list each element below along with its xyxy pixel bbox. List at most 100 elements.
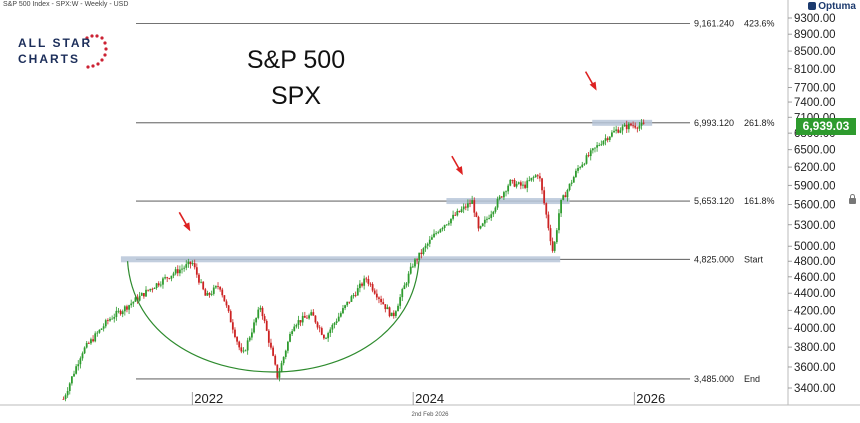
- candle-body: [323, 334, 325, 339]
- candle-body: [443, 225, 446, 228]
- candle-body: [244, 350, 247, 352]
- chart-header: S&P 500 Index - SPX:W - Weekly - USD: [3, 1, 129, 8]
- y-tick-label: 3600.00: [794, 362, 836, 374]
- candle-body: [630, 123, 632, 126]
- candle-body: [85, 342, 88, 348]
- candle-body: [619, 130, 622, 133]
- candle-body: [272, 347, 274, 356]
- y-tick-label: 9300.00: [794, 13, 836, 25]
- candle-body: [187, 261, 190, 265]
- candle-body: [140, 293, 143, 296]
- candle-body: [604, 138, 607, 141]
- level-value-label: 9,161.240: [694, 19, 734, 29]
- candle-body: [310, 312, 313, 316]
- candle-body: [596, 145, 598, 148]
- chart-title: S&P 500 SPX: [236, 42, 356, 114]
- candle-body: [373, 290, 376, 294]
- y-tick-label: 5900.00: [794, 180, 836, 192]
- candle-body: [579, 167, 582, 169]
- candle-body: [445, 224, 448, 226]
- candle-body: [176, 269, 179, 274]
- candle-body: [509, 179, 512, 186]
- candle-body: [352, 294, 355, 297]
- candle-body: [526, 180, 529, 188]
- support-zone: [592, 119, 653, 126]
- candle-body: [496, 199, 499, 208]
- candle-body: [471, 200, 474, 204]
- candle-body: [503, 192, 505, 198]
- candle-body: [594, 147, 596, 149]
- candle-body: [208, 292, 211, 295]
- candle-body: [409, 266, 412, 274]
- level-value-label: 3,485.000: [694, 374, 734, 384]
- candle-body: [62, 398, 65, 400]
- candle-body: [83, 347, 86, 354]
- candle-body: [261, 307, 264, 317]
- candle-body: [265, 320, 268, 331]
- candle-body: [227, 305, 230, 312]
- candle-body: [185, 264, 188, 268]
- candle-body: [318, 327, 321, 329]
- candle-body: [77, 364, 80, 367]
- candle-body: [439, 229, 442, 233]
- candle-body: [280, 363, 283, 373]
- candle-body: [562, 195, 565, 200]
- level-tag-label: End: [744, 374, 760, 384]
- candle-body: [541, 178, 543, 191]
- candle-body: [617, 129, 620, 133]
- candle-body: [587, 155, 590, 157]
- candle-body: [350, 296, 353, 302]
- y-tick-label: 5600.00: [794, 200, 836, 212]
- candle-body: [119, 310, 122, 315]
- candle-body: [507, 185, 510, 192]
- candle-body: [81, 353, 84, 359]
- candle-body: [469, 203, 471, 205]
- candle-body: [433, 233, 435, 238]
- candle-body: [325, 338, 327, 340]
- candle-body: [257, 309, 260, 318]
- candle-body: [64, 395, 67, 400]
- candle-body: [339, 313, 342, 317]
- annotation-arrow-head: [589, 81, 597, 91]
- candle-body: [447, 223, 450, 225]
- candle-body: [359, 283, 361, 289]
- candle-body: [221, 289, 224, 296]
- y-tick-label: 4600.00: [794, 272, 836, 284]
- candle-body: [568, 183, 571, 190]
- candle-body: [403, 285, 406, 290]
- candle-body: [303, 315, 306, 318]
- candle-body: [426, 243, 429, 246]
- candle-body: [142, 293, 145, 297]
- candle-body: [210, 293, 213, 295]
- candle-body: [225, 301, 228, 306]
- candle-body: [70, 376, 73, 384]
- candle-body: [320, 328, 323, 335]
- support-zone: [120, 256, 561, 263]
- candle-body: [401, 289, 404, 298]
- rounding-bottom-arc: [126, 261, 420, 373]
- candle-body: [530, 177, 533, 181]
- footer-date: 2nd Feb 2026: [411, 412, 449, 418]
- candle-body: [337, 316, 340, 322]
- candle-body: [299, 320, 302, 323]
- candle-body: [98, 329, 101, 333]
- candle-body: [611, 132, 613, 137]
- candle-body: [314, 315, 317, 323]
- candle-body: [460, 209, 463, 213]
- candle-body: [558, 213, 560, 231]
- candle-body: [189, 261, 192, 265]
- candle-body: [204, 289, 207, 296]
- y-tick-label: 4000.00: [794, 323, 836, 335]
- candle-body: [73, 373, 75, 377]
- candle-body: [134, 297, 137, 302]
- candle-body: [217, 286, 219, 287]
- lock-icon[interactable]: [849, 194, 856, 204]
- y-tick-label: 5000.00: [794, 241, 836, 253]
- optuma-logo-icon: [808, 2, 817, 10]
- candle-body: [606, 138, 609, 140]
- candle-body: [301, 315, 304, 323]
- candle-body: [248, 337, 251, 341]
- candle-body: [397, 305, 399, 312]
- candle-body: [431, 237, 433, 240]
